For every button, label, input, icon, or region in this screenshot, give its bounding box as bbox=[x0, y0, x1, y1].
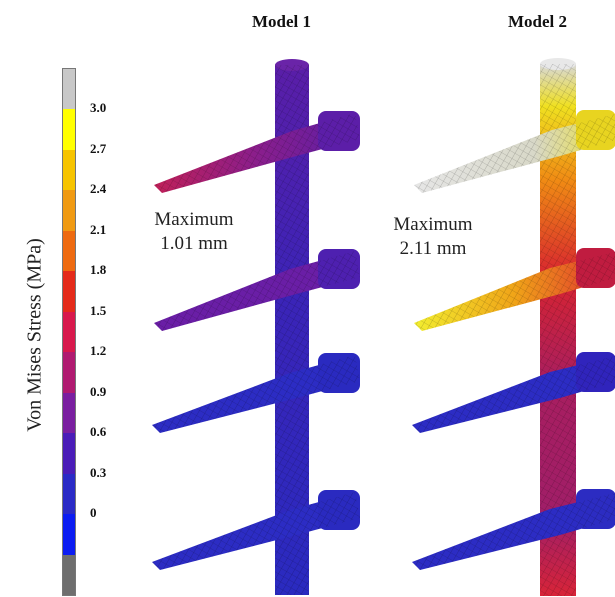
colorbar-tick-label: 2.1 bbox=[90, 221, 107, 237]
model-2-max-line1: Maximum bbox=[393, 214, 473, 235]
colorbar-tick-label: 0 bbox=[90, 505, 97, 521]
model-2-arm-1 bbox=[414, 110, 615, 193]
colorbar-tick-label: 2.4 bbox=[90, 181, 107, 197]
model-2-arm-3 bbox=[412, 352, 615, 433]
colorbar-segment bbox=[63, 352, 75, 394]
colorbar-tick-label: 1.2 bbox=[90, 343, 107, 359]
colorbar-tick-label: 0.9 bbox=[90, 383, 107, 399]
colorbar-tick-label: 0.6 bbox=[90, 424, 107, 440]
colorbar-segment bbox=[63, 473, 75, 515]
colorbar-segment bbox=[63, 392, 75, 434]
model-1-max-annotation: Maximum 1.01 mm bbox=[146, 208, 242, 256]
colorbar-axis-label: Von Mises Stress (MPa) bbox=[23, 238, 46, 432]
colorbar-segment bbox=[63, 230, 75, 272]
model-1-max-line1: Maximum bbox=[154, 209, 234, 230]
model-1-arm-2 bbox=[154, 249, 360, 331]
colorbar-segment bbox=[63, 69, 75, 110]
colorbar-segment bbox=[63, 109, 75, 151]
stress-colorbar bbox=[62, 68, 76, 596]
model-1-arm-4 bbox=[152, 490, 360, 570]
colorbar-segment bbox=[63, 271, 75, 313]
colorbar-tick-label: 1.8 bbox=[90, 262, 107, 278]
model-2-max-annotation: Maximum 2.11 mm bbox=[385, 213, 481, 261]
model-1-title: Model 1 bbox=[252, 12, 312, 31]
model-2-title: Model 2 bbox=[508, 12, 568, 31]
model-2-arm-2 bbox=[414, 248, 615, 331]
colorbar-segment bbox=[63, 149, 75, 191]
model-1-arm-1 bbox=[154, 111, 360, 193]
colorbar-segment bbox=[63, 554, 75, 596]
colorbar-tick-label: 1.5 bbox=[90, 302, 107, 318]
colorbar-segment bbox=[63, 190, 75, 232]
model-1-mesh bbox=[152, 59, 360, 595]
model-1-max-value: 1.01 mm bbox=[160, 233, 228, 254]
colorbar-segment bbox=[63, 514, 75, 556]
model-2-mesh bbox=[412, 58, 615, 596]
colorbar-tick-label: 2.7 bbox=[90, 140, 107, 156]
model-1-arm-3 bbox=[152, 353, 360, 433]
colorbar-tick-label: 0.3 bbox=[90, 464, 107, 480]
colorbar-segment bbox=[63, 311, 75, 353]
colorbar-tick-label: 3.0 bbox=[90, 100, 107, 116]
colorbar-segment bbox=[63, 433, 75, 475]
model-2-max-value: 2.11 mm bbox=[399, 238, 467, 259]
model-2-arm-4 bbox=[412, 489, 615, 570]
